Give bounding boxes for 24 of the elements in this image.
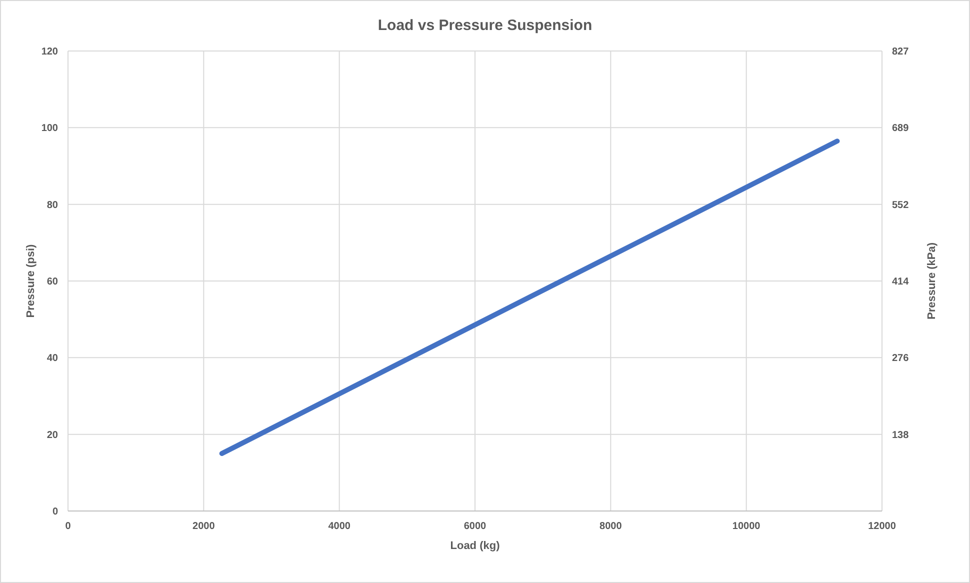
x-axis-title: Load (kg) [450,540,500,552]
y-tick-label: 100 [41,123,58,134]
y2-tick-label: 414 [892,276,910,288]
x-tick-label: 6000 [464,521,487,532]
y-tick-label: 60 [46,276,58,288]
y-tick-label: 80 [46,200,58,211]
x-tick-label: 4000 [328,521,351,532]
y-tick-label: 20 [46,430,58,441]
y2-tick-label: 138 [892,430,910,441]
y2-tick-label: 689 [892,123,910,134]
x-tick-label: 12000 [868,521,896,532]
y-axis-title: Pressure (psi) [25,244,37,318]
y-tick-label: 120 [41,46,58,58]
y2-tick-label: 552 [892,200,910,211]
x-tick-label: 10000 [732,521,761,532]
x-tick-label: 2000 [192,521,216,532]
y2-tick-label: 827 [892,46,910,58]
y-tick-label: 0 [52,506,58,518]
y-tick-label: 40 [46,353,58,364]
x-tick-label: 8000 [600,521,622,532]
y2-axis-title: Pressure (kPa) [926,242,938,320]
y2-tick-label: 276 [892,353,910,364]
x-tick-label: 0 [65,521,72,532]
chart-title: Load vs Pressure Suspension [378,17,592,34]
